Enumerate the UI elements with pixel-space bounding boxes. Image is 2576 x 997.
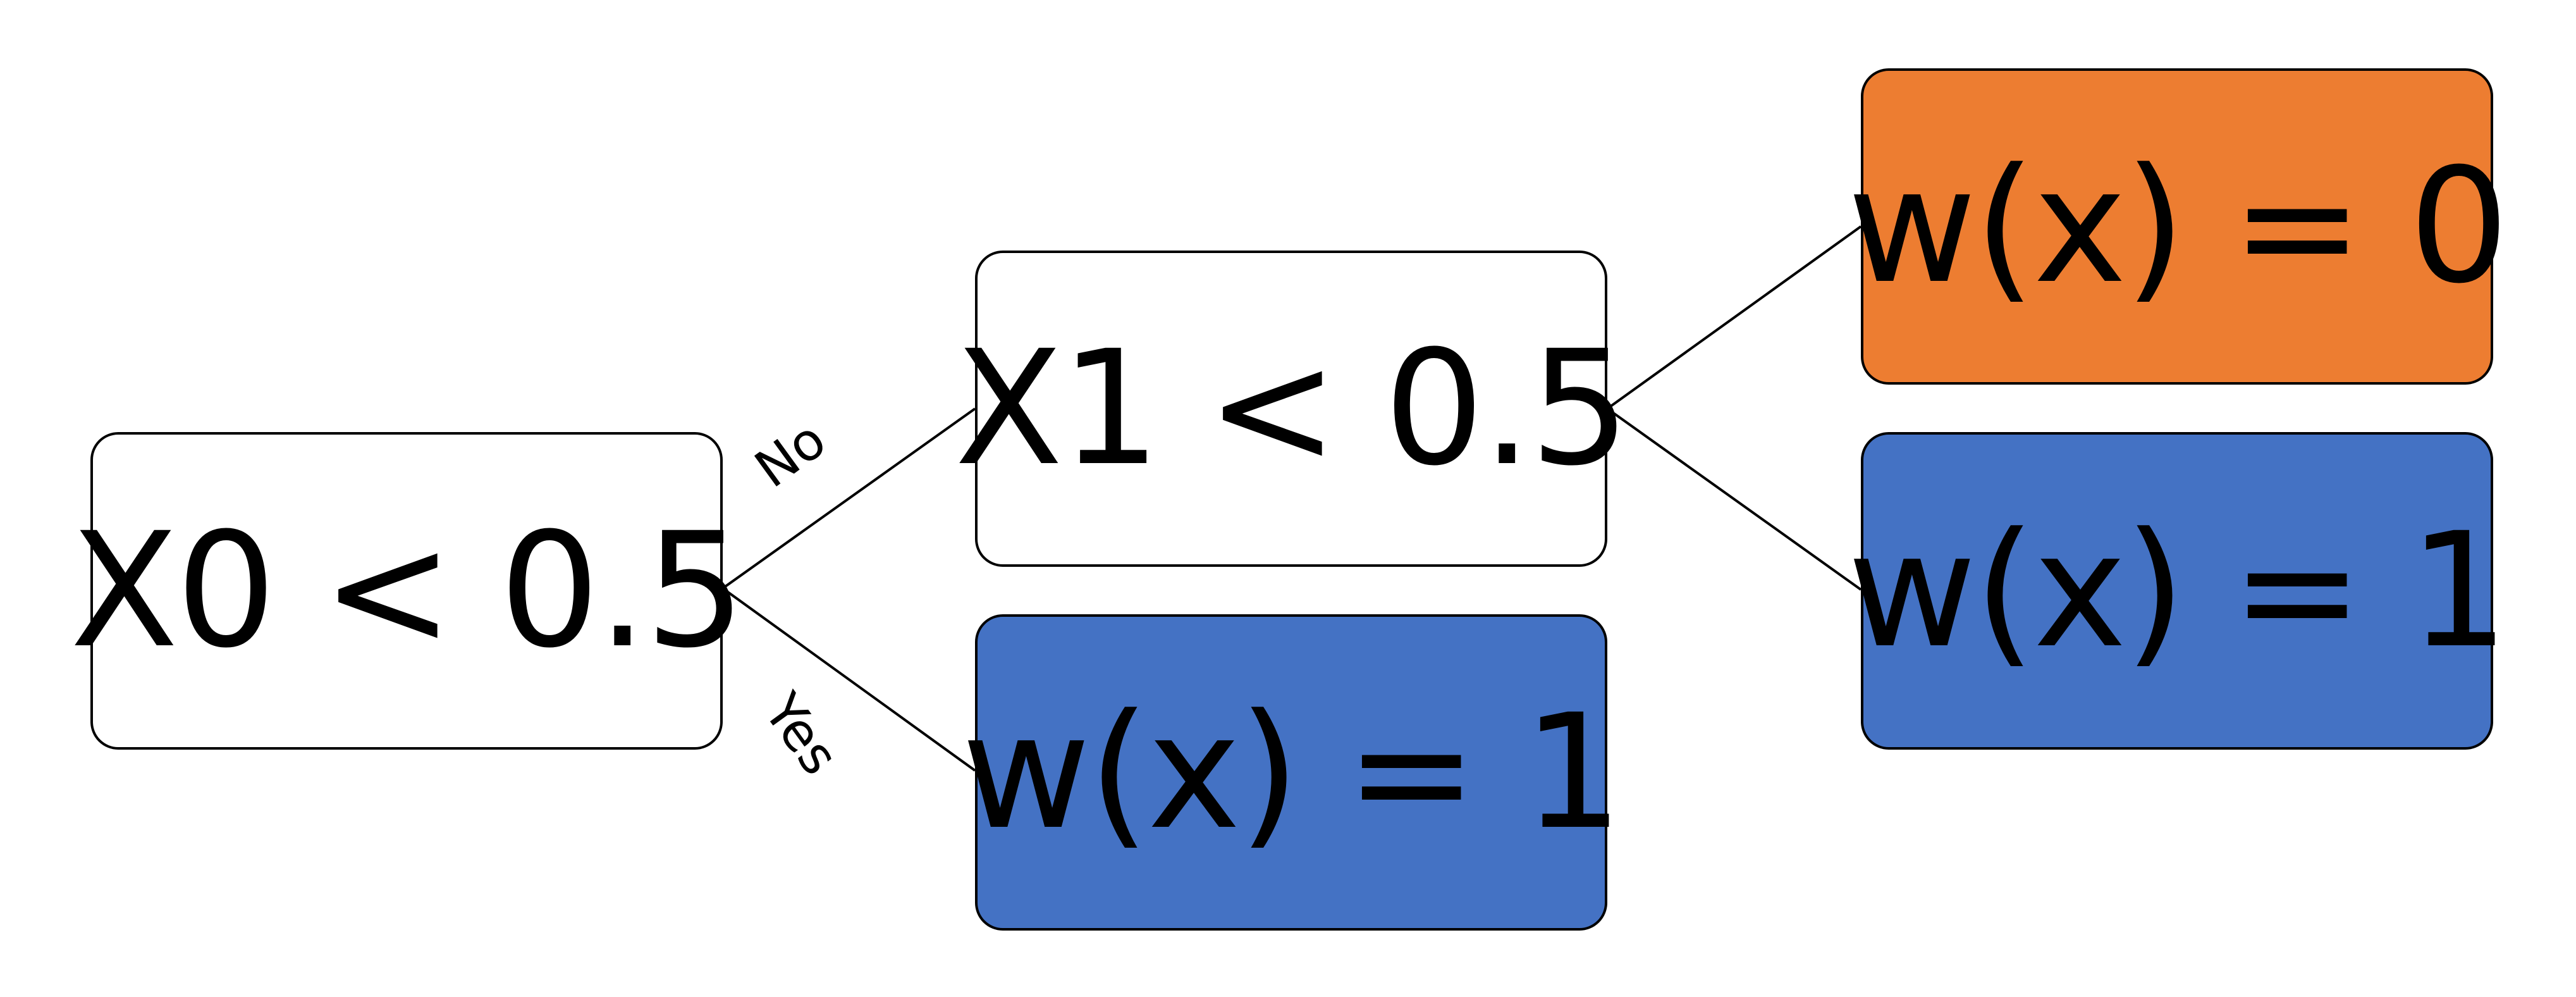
leaf-x1-no-label: w(x) = 0 xyxy=(1847,134,2510,318)
edge-x1-split-to-leaf-w0 xyxy=(1606,225,1862,410)
leaf-root-yes-node: w(x) = 1 xyxy=(962,614,1623,931)
leaf-root-yes-label: w(x) = 1 xyxy=(961,680,1624,864)
edge-root-to-x1-split xyxy=(721,407,976,590)
root-decision-label: X0 < 0.5 xyxy=(70,498,745,683)
x1-decision-label: X1 < 0.5 xyxy=(954,316,1630,500)
leaf-x1-yes-node: w(x) = 1 xyxy=(1848,432,2509,750)
leaf-x1-no-node: w(x) = 0 xyxy=(1848,68,2509,385)
x1-decision-node: X1 < 0.5 xyxy=(955,251,1630,567)
edge-root-to-leaf-yes xyxy=(721,587,976,772)
root-decision-node: X0 < 0.5 xyxy=(70,432,745,750)
edge-x1-split-to-leaf-w1 xyxy=(1606,407,1862,591)
leaf-x1-yes-label: w(x) = 1 xyxy=(1847,498,2510,683)
